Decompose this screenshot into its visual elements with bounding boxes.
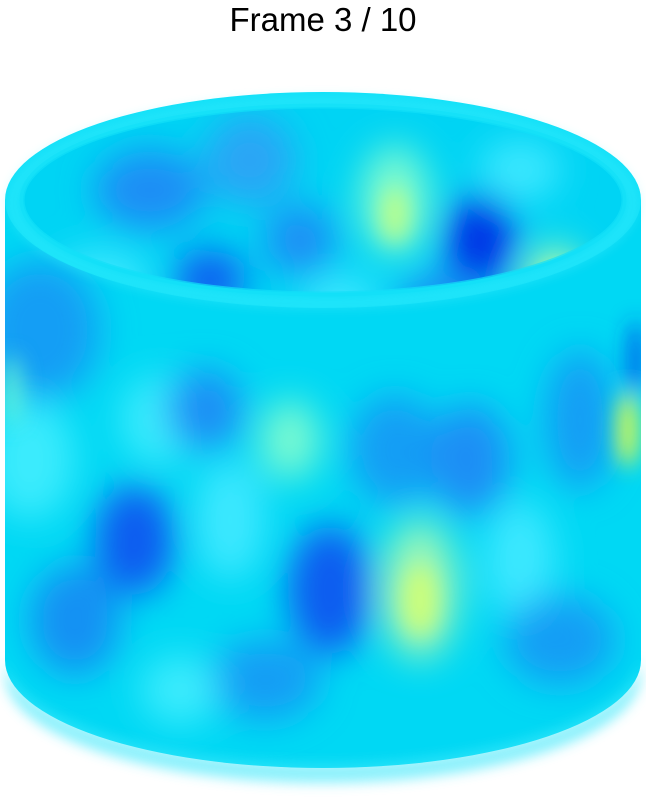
frame-title: Frame 3 / 10 (229, 1, 417, 38)
inner-wall (23, 107, 623, 293)
bottom-rim (5, 655, 641, 783)
